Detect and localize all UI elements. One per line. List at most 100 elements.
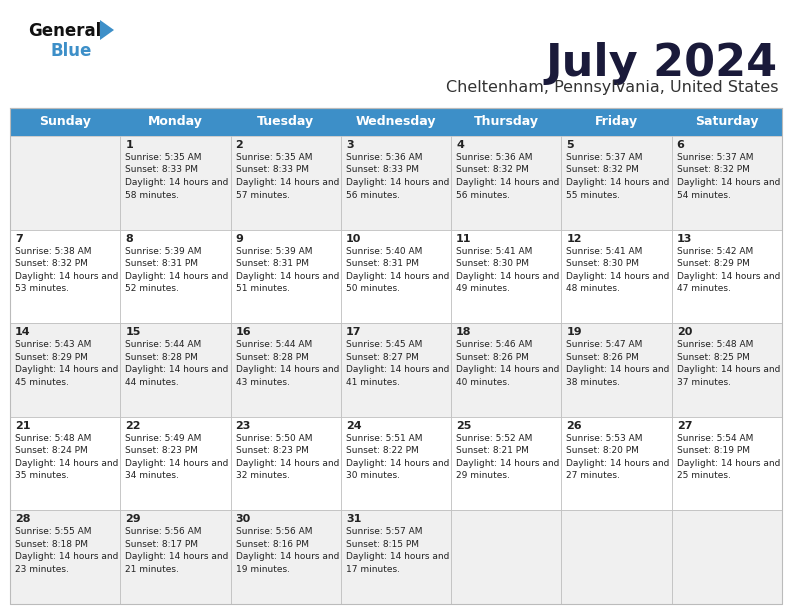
Text: Daylight: 14 hours and: Daylight: 14 hours and [235,553,339,561]
Text: 30: 30 [235,515,251,524]
Text: Sunset: 8:21 PM: Sunset: 8:21 PM [456,446,529,455]
Bar [10,136,120,230]
Text: Sunrise: 5:35 AM: Sunrise: 5:35 AM [235,153,312,162]
Text: Sunset: 8:22 PM: Sunset: 8:22 PM [346,446,419,455]
Text: Daylight: 14 hours and: Daylight: 14 hours and [125,459,229,468]
Text: 35 minutes.: 35 minutes. [15,471,69,480]
Text: 11: 11 [456,234,472,244]
Text: 22: 22 [125,421,141,431]
Text: Sunset: 8:17 PM: Sunset: 8:17 PM [125,540,198,549]
Bar [10,230,120,323]
Text: Daylight: 14 hours and: Daylight: 14 hours and [346,553,449,561]
Text: Sunset: 8:32 PM: Sunset: 8:32 PM [15,259,88,268]
Text: 31: 31 [346,515,361,524]
Text: 16: 16 [235,327,251,337]
Bar [230,323,341,417]
Text: Daylight: 14 hours and: Daylight: 14 hours and [676,365,780,374]
Text: 27: 27 [676,421,692,431]
Text: 44 minutes.: 44 minutes. [125,378,179,387]
Text: 23: 23 [235,421,251,431]
Text: Sunset: 8:15 PM: Sunset: 8:15 PM [346,540,419,549]
Text: Daylight: 14 hours and: Daylight: 14 hours and [566,459,670,468]
Text: Sunrise: 5:54 AM: Sunrise: 5:54 AM [676,434,753,443]
Text: Sunrise: 5:44 AM: Sunrise: 5:44 AM [125,340,201,349]
Text: 54 minutes.: 54 minutes. [676,190,730,200]
Text: Daylight: 14 hours and: Daylight: 14 hours and [456,178,559,187]
Text: Sunset: 8:29 PM: Sunset: 8:29 PM [676,259,749,268]
Text: Daylight: 14 hours and: Daylight: 14 hours and [235,365,339,374]
Text: 15: 15 [125,327,141,337]
Text: Daylight: 14 hours and: Daylight: 14 hours and [125,553,229,561]
Bar [451,323,562,417]
Text: 27 minutes.: 27 minutes. [566,471,620,480]
Bar [10,510,120,604]
Text: Sunrise: 5:36 AM: Sunrise: 5:36 AM [346,153,422,162]
Bar [672,417,782,510]
Text: 29: 29 [125,515,141,524]
Text: 2: 2 [235,140,243,150]
Bar [120,230,230,323]
Text: Sunrise: 5:36 AM: Sunrise: 5:36 AM [456,153,533,162]
Text: 3: 3 [346,140,353,150]
Text: Sunset: 8:29 PM: Sunset: 8:29 PM [15,353,88,362]
Text: Sunset: 8:24 PM: Sunset: 8:24 PM [15,446,88,455]
Bar [120,417,230,510]
Bar [562,230,672,323]
Text: 55 minutes.: 55 minutes. [566,190,620,200]
Text: 21: 21 [15,421,31,431]
Text: Tuesday: Tuesday [257,116,314,129]
Bar [10,108,120,136]
Text: Daylight: 14 hours and: Daylight: 14 hours and [235,459,339,468]
Text: Daylight: 14 hours and: Daylight: 14 hours and [346,459,449,468]
Text: 25: 25 [456,421,471,431]
Text: Daylight: 14 hours and: Daylight: 14 hours and [676,178,780,187]
Text: Sunset: 8:31 PM: Sunset: 8:31 PM [235,259,309,268]
Text: Daylight: 14 hours and: Daylight: 14 hours and [676,459,780,468]
Bar [562,323,672,417]
Bar [120,510,230,604]
Text: Monday: Monday [148,116,203,129]
Text: Sunrise: 5:47 AM: Sunrise: 5:47 AM [566,340,643,349]
Text: 1: 1 [125,140,133,150]
Text: 10: 10 [346,234,361,244]
Text: Sunset: 8:18 PM: Sunset: 8:18 PM [15,540,88,549]
Text: 38 minutes.: 38 minutes. [566,378,620,387]
Text: Sunset: 8:20 PM: Sunset: 8:20 PM [566,446,639,455]
Text: Daylight: 14 hours and: Daylight: 14 hours and [456,272,559,280]
Bar [672,230,782,323]
Bar [562,417,672,510]
Text: 40 minutes.: 40 minutes. [456,378,510,387]
Text: Sunset: 8:23 PM: Sunset: 8:23 PM [125,446,198,455]
Text: 32 minutes.: 32 minutes. [235,471,289,480]
Text: Sunrise: 5:41 AM: Sunrise: 5:41 AM [566,247,643,256]
Text: 53 minutes.: 53 minutes. [15,284,69,293]
Text: Cheltenham, Pennsylvania, United States: Cheltenham, Pennsylvania, United States [445,80,778,95]
Text: 41 minutes.: 41 minutes. [346,378,400,387]
Text: Friday: Friday [595,116,638,129]
Text: Sunrise: 5:56 AM: Sunrise: 5:56 AM [125,528,202,536]
Bar [10,417,120,510]
Bar [341,136,451,230]
Text: Sunset: 8:33 PM: Sunset: 8:33 PM [235,165,309,174]
Text: Sunset: 8:19 PM: Sunset: 8:19 PM [676,446,750,455]
Text: 18: 18 [456,327,472,337]
Text: Sunrise: 5:45 AM: Sunrise: 5:45 AM [346,340,422,349]
Text: 17 minutes.: 17 minutes. [346,565,400,574]
Text: Sunset: 8:33 PM: Sunset: 8:33 PM [346,165,419,174]
Text: Sunset: 8:26 PM: Sunset: 8:26 PM [456,353,529,362]
Text: Sunset: 8:27 PM: Sunset: 8:27 PM [346,353,419,362]
Text: 48 minutes.: 48 minutes. [566,284,620,293]
Bar [451,510,562,604]
Text: 13: 13 [676,234,692,244]
Bar [230,230,341,323]
Text: Daylight: 14 hours and: Daylight: 14 hours and [346,272,449,280]
Text: Sunrise: 5:38 AM: Sunrise: 5:38 AM [15,247,92,256]
Text: 52 minutes.: 52 minutes. [125,284,179,293]
Text: 58 minutes.: 58 minutes. [125,190,179,200]
Text: 19 minutes.: 19 minutes. [235,565,290,574]
Text: Sunset: 8:28 PM: Sunset: 8:28 PM [235,353,308,362]
Text: Daylight: 14 hours and: Daylight: 14 hours and [566,178,670,187]
Bar [562,136,672,230]
Text: Sunrise: 5:48 AM: Sunrise: 5:48 AM [15,434,91,443]
Text: 25 minutes.: 25 minutes. [676,471,730,480]
